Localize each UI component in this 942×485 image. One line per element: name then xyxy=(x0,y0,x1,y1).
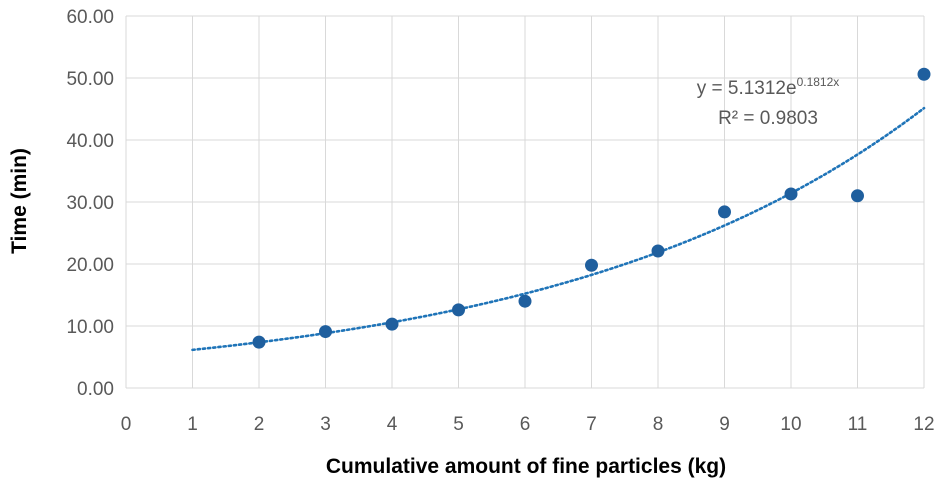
trendline-layer xyxy=(191,106,926,352)
x-tick-label: 5 xyxy=(453,414,464,435)
x-tick-label: 0 xyxy=(121,414,132,435)
data-point xyxy=(319,325,332,339)
x-tick-label: 3 xyxy=(320,414,331,435)
data-point xyxy=(718,205,731,219)
data-point xyxy=(452,303,465,317)
grid-layer xyxy=(125,15,925,389)
x-tick-label: 9 xyxy=(719,414,730,435)
data-point xyxy=(651,244,665,258)
data-point xyxy=(917,67,931,81)
y-tick-label: 60.00 xyxy=(66,7,114,28)
data-point xyxy=(518,294,532,308)
y-tick-label: 10.00 xyxy=(66,317,114,338)
x-tick-label: 1 xyxy=(187,414,198,435)
exponential-trendline xyxy=(191,106,926,352)
x-tick-label: 8 xyxy=(653,414,664,435)
data-point xyxy=(851,189,864,203)
trend-r-squared: R² = 0.9803 xyxy=(718,108,818,129)
data-points-layer xyxy=(252,67,931,349)
x-tick-label: 2 xyxy=(254,414,265,435)
x-tick-label: 11 xyxy=(848,414,868,435)
data-point xyxy=(784,187,798,201)
y-tick-label: 40.00 xyxy=(66,131,114,152)
data-point xyxy=(252,335,266,349)
data-point xyxy=(385,317,399,331)
x-tick-label: 7 xyxy=(586,414,597,435)
x-axis-title: Cumulative amount of fine particles (kg) xyxy=(326,455,726,478)
x-tick-label: 12 xyxy=(913,414,934,435)
y-tick-label: 30.00 xyxy=(66,193,114,214)
x-tick-label: 4 xyxy=(387,414,398,435)
data-point xyxy=(585,258,598,272)
y-tick-label: 0.00 xyxy=(77,379,114,400)
y-axis-title: Time (min) xyxy=(8,148,31,254)
x-tick-label: 10 xyxy=(780,414,801,435)
y-tick-label: 50.00 xyxy=(66,69,114,90)
x-tick-label: 6 xyxy=(520,414,531,435)
y-tick-label: 20.00 xyxy=(66,255,114,276)
trend-equation: y = 5.1312e0.1812x xyxy=(697,75,840,99)
